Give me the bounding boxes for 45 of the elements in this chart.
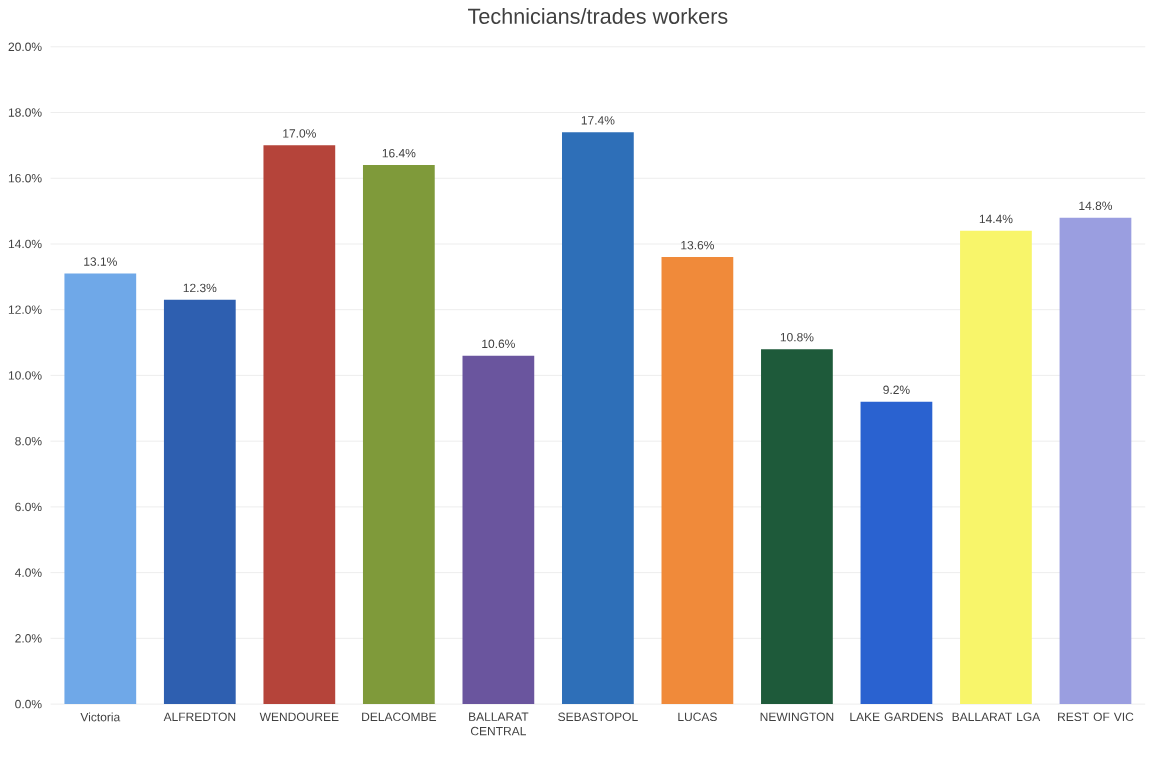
y-tick-label: 10.0% (8, 370, 42, 380)
data-label: 17.4% (581, 115, 615, 125)
bar (860, 401, 933, 704)
x-tick-label: BALLARAT LGA (952, 712, 1041, 721)
x-tick-label: LAKE GARDENS (850, 712, 943, 721)
bar (163, 299, 236, 704)
y-tick-label: 4.0% (14, 568, 42, 577)
data-label: 9.2% (883, 385, 910, 394)
bar (362, 164, 435, 704)
data-label: 13.6% (681, 240, 714, 250)
x-tick-label: REST OF VIC (1058, 712, 1134, 721)
bar (462, 355, 535, 704)
y-tick-label: 0.0% (15, 699, 42, 709)
bar (64, 273, 137, 704)
y-tick-label: 18.0% (8, 108, 42, 117)
x-tick-label: Victoria (80, 712, 121, 722)
x-tick-label: BALLARAT CENTRAL (469, 712, 529, 736)
data-label: 10.6% (482, 339, 515, 348)
y-tick-label: 2.0% (15, 633, 42, 643)
y-tick-label: 16.0% (8, 173, 42, 183)
x-tick-label: LUCAS (678, 712, 717, 721)
y-tick-label: 14.0% (8, 239, 42, 249)
bar (1059, 217, 1132, 704)
x-tick-label: DELACOMBE (362, 712, 437, 721)
bar (661, 256, 734, 704)
data-label: 17.0% (283, 129, 316, 138)
y-tick-label: 6.0% (15, 502, 42, 511)
bar (562, 132, 634, 704)
y-tick-label: 8.0% (15, 436, 42, 446)
bar (263, 145, 336, 704)
bar (761, 348, 833, 704)
x-tick-label: WENDOUREE (259, 712, 339, 721)
chart-title: Technicians/trades workers (468, 7, 728, 24)
x-tick-label: NEWINGTON (760, 712, 834, 721)
data-label: 16.4% (382, 148, 416, 158)
data-label: 10.8% (780, 332, 814, 342)
y-tick-label: 12.0% (8, 305, 42, 314)
y-tick-label: 20.0% (8, 42, 42, 51)
data-label: 14.8% (1079, 201, 1113, 210)
bar (960, 230, 1032, 704)
data-label: 12.3% (183, 283, 217, 292)
data-label: 13.1% (84, 257, 117, 266)
x-tick-label: SEBASTOPOL (558, 712, 638, 721)
x-tick-label: ALFREDTON (163, 712, 236, 721)
data-label: 14.4% (979, 214, 1013, 223)
